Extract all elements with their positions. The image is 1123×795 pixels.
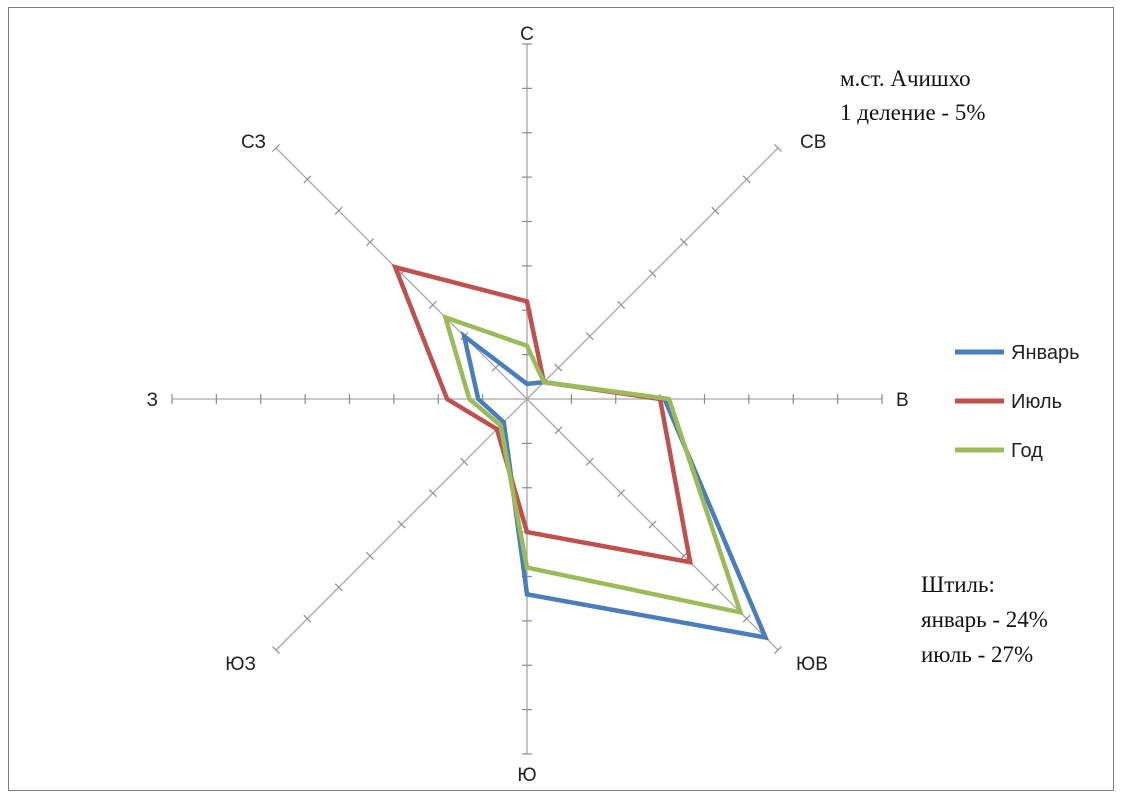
axis-tick [742, 614, 751, 623]
series-layer [391, 263, 770, 641]
legend: Январь Июль Год [955, 342, 1080, 462]
axis-tick [334, 206, 343, 215]
axis-tick [617, 300, 626, 309]
axis-tick [272, 144, 280, 152]
axis-tick [617, 489, 626, 498]
direction-label-nw: СЗ [241, 132, 266, 153]
axis-tick [648, 520, 657, 529]
axis-tick [303, 175, 312, 184]
axis-tick [742, 175, 751, 184]
axis-tick [679, 551, 688, 560]
axis-tick [460, 457, 469, 466]
axis-tick [711, 206, 720, 215]
legend-label-january: Январь [1011, 342, 1080, 364]
axis-tick [585, 332, 594, 341]
axis-tick [491, 363, 500, 372]
series-year [442, 313, 744, 616]
station-note: м.ст. Ачишхо 1 деление - 5% [840, 66, 986, 125]
direction-label-e: В [896, 390, 909, 411]
axis-tick [334, 583, 343, 592]
axis-tick [554, 363, 563, 372]
legend-label-july: Июль [1011, 391, 1062, 413]
direction-label-n: С [520, 24, 534, 45]
direction-label-s: Ю [517, 765, 536, 786]
scale-note: 1 деление - 5% [840, 100, 986, 125]
axis-tick [366, 238, 375, 247]
station-name: м.ст. Ачишхо [840, 66, 971, 91]
axis-tick [774, 646, 782, 654]
legend-label-year: Год [1011, 440, 1043, 462]
calm-note: Штиль: январь - 24% июль - 27% [921, 572, 1048, 667]
axis-tick [711, 583, 720, 592]
calm-july: июль - 27% [921, 642, 1033, 667]
axis-tick [679, 238, 688, 247]
direction-label-sw: ЮЗ [225, 654, 256, 675]
direction-label-w: З [147, 390, 158, 411]
direction-label-ne: СВ [800, 132, 826, 153]
axis-tick [554, 426, 563, 435]
axis-tick [585, 457, 594, 466]
axis-tick [397, 520, 406, 529]
axis-tick [774, 144, 782, 152]
axis-tick [272, 646, 280, 654]
axis-tick [428, 300, 437, 309]
direction-labels: С СВ В ЮВ Ю ЮЗ З СЗ [147, 24, 909, 786]
axis-tick [648, 269, 657, 278]
axis-tick [303, 614, 312, 623]
calm-january: январь - 24% [921, 607, 1048, 632]
axis-tick [428, 489, 437, 498]
axis-tick [366, 551, 375, 560]
direction-label-se: ЮВ [796, 654, 828, 675]
chart-frame [8, 7, 1114, 791]
axes-layer [171, 43, 883, 755]
calm-title: Штиль: [921, 572, 995, 597]
